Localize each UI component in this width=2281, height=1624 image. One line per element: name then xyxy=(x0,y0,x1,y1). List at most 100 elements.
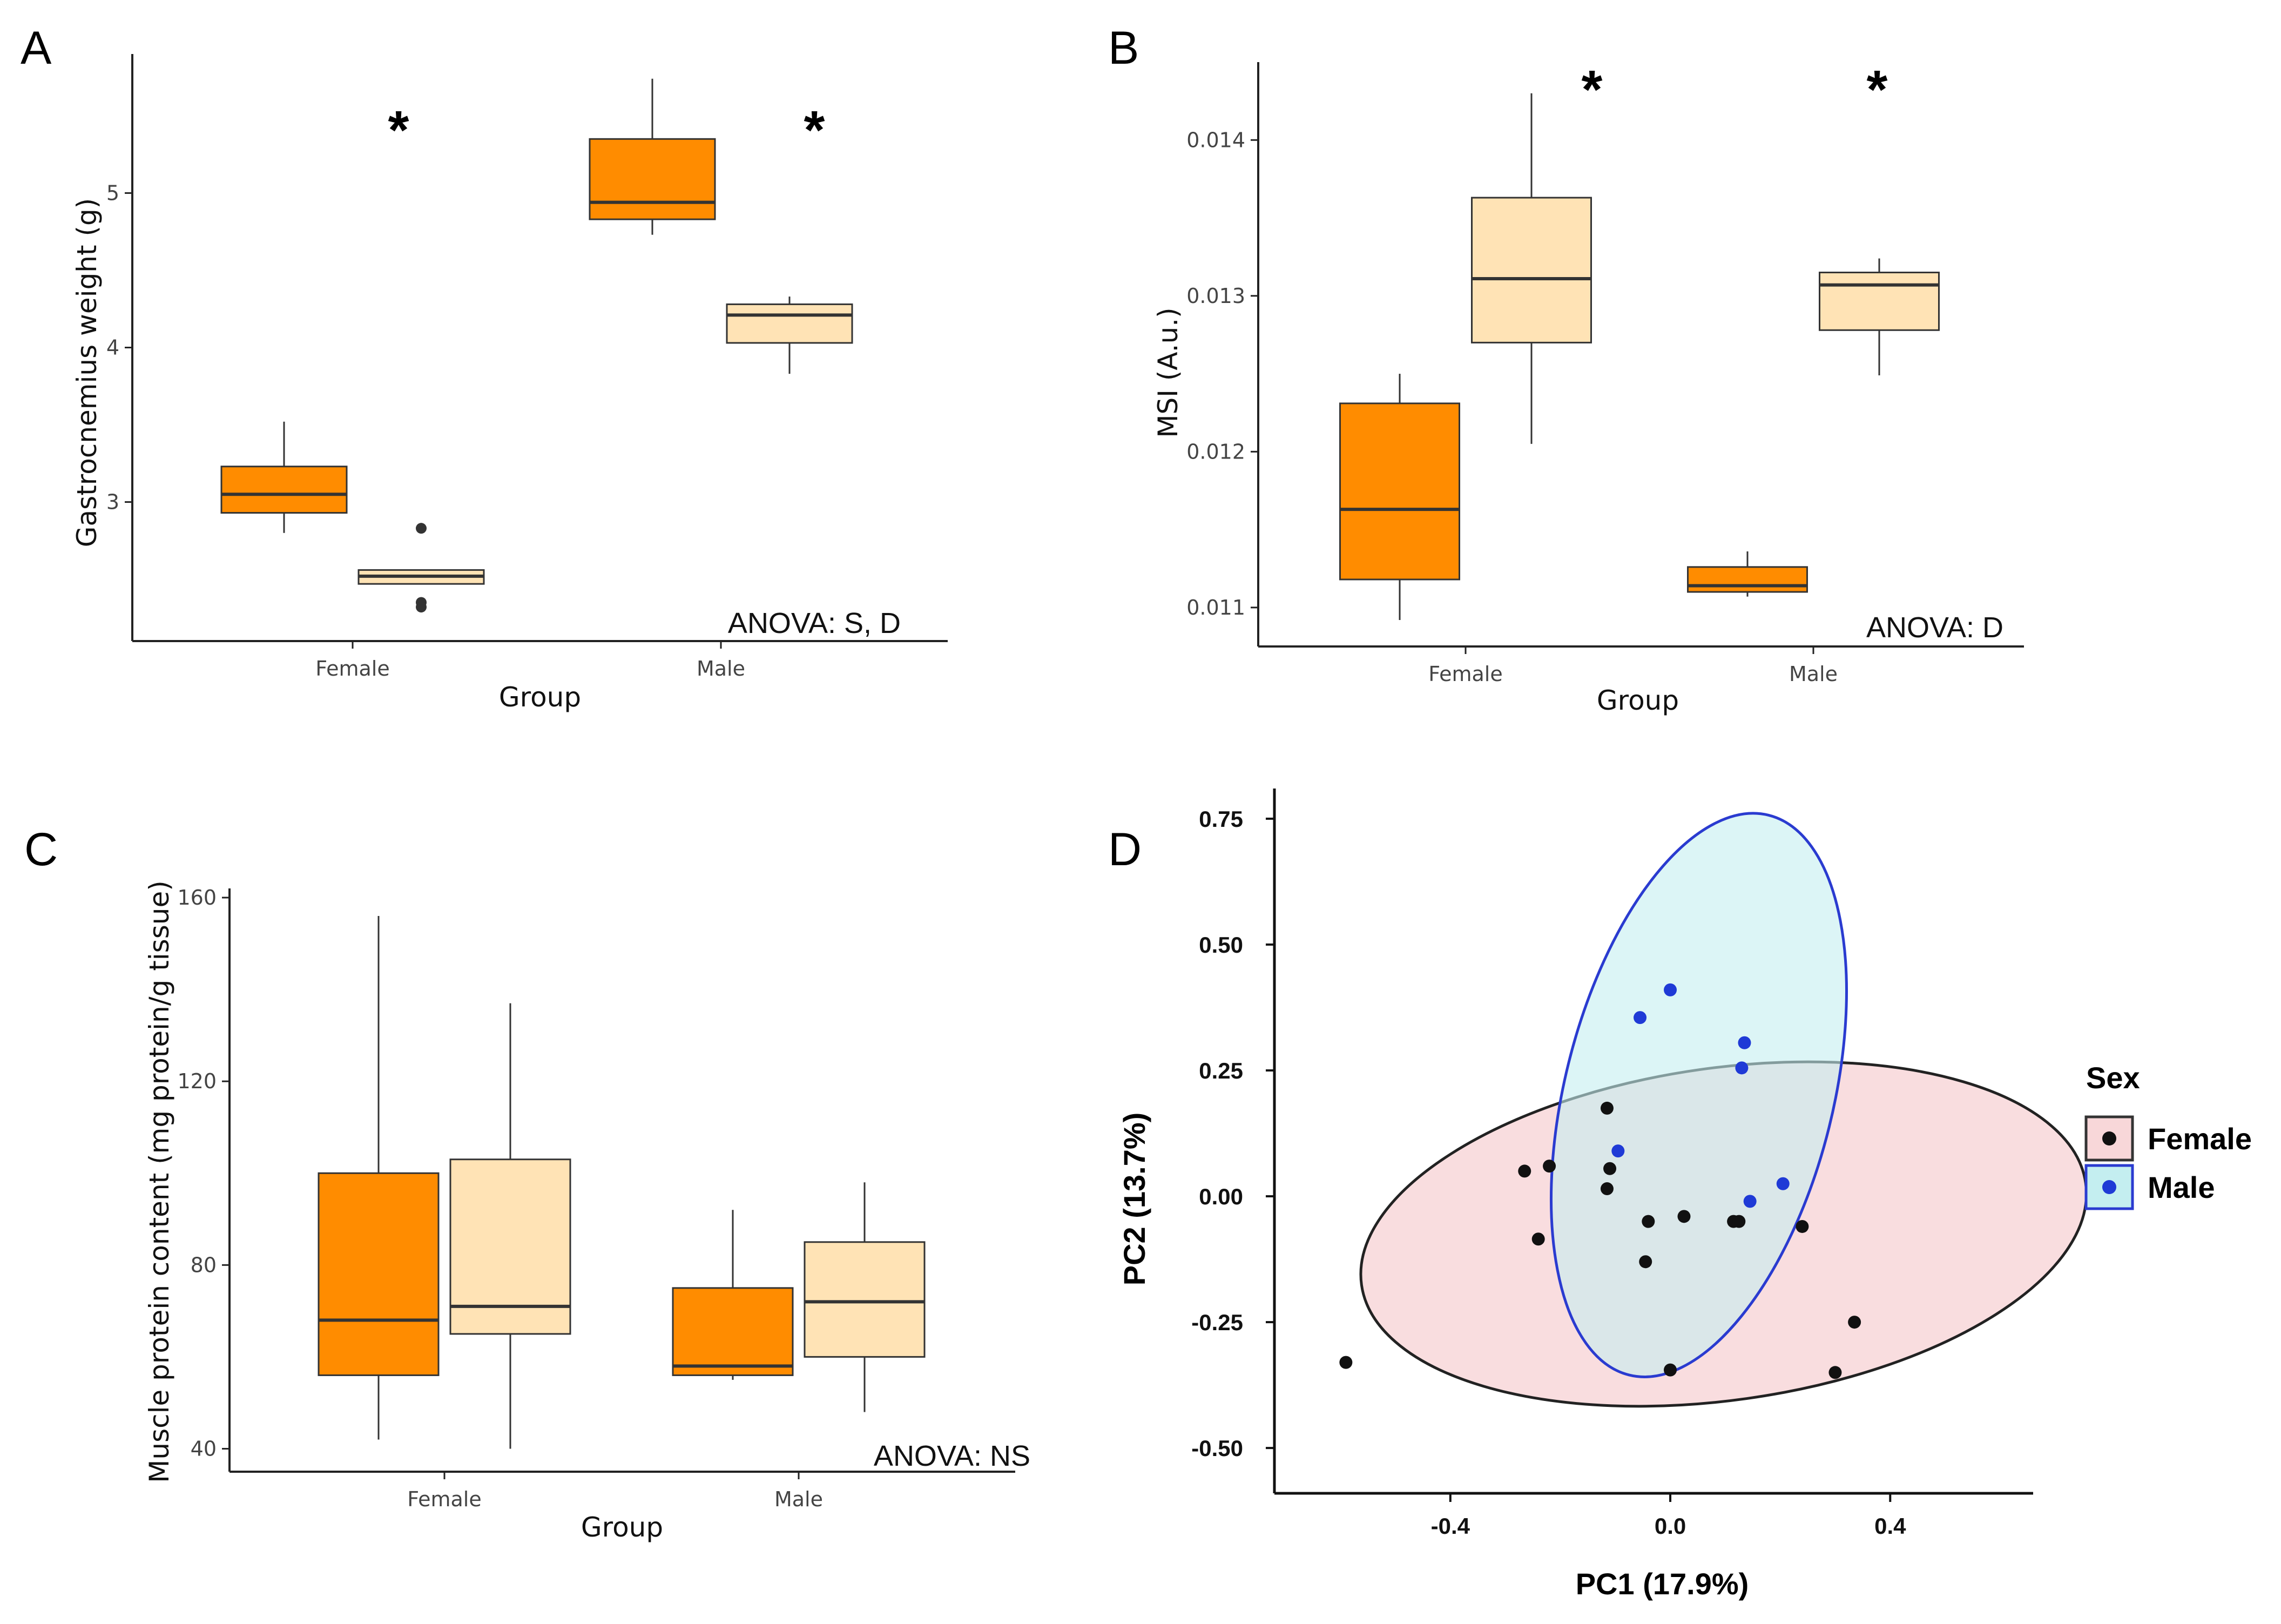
panel-b-plot: 0.011 0.012 0.013 0.014 Female Male xyxy=(1186,62,2024,686)
panel-b-sig-star-female: * xyxy=(1582,59,1603,120)
panel-d-plot: -0.50 -0.25 0.00 0.25 0.50 0.75 -0.4 0.0 0.4 xyxy=(1191,789,2088,1539)
panel-a-sig-star-male: * xyxy=(804,100,825,160)
panel-b-sig-star-male: * xyxy=(1867,59,1888,120)
panel-b-y-tick-label: 0.014 xyxy=(1186,128,1245,152)
point-female xyxy=(1732,1215,1746,1228)
point-male xyxy=(1664,983,1677,996)
panel-b: B 0.011 0.012 0.013 0.014 Female Male MSI (A.… xyxy=(1108,22,2024,716)
panel-c-y-tick-label: 80 xyxy=(191,1253,217,1277)
box-body xyxy=(318,1172,440,1376)
panel-c-box-male-dark xyxy=(672,1210,794,1380)
panel-b-y-tick-label: 0.012 xyxy=(1186,440,1245,463)
panel-a-anova-label: ANOVA: S, D xyxy=(728,607,901,639)
panel-c-box-male-light xyxy=(804,1182,926,1412)
box-body xyxy=(1471,197,1592,343)
panel-a-box-female-light xyxy=(357,523,485,613)
panel-b-box-male-light xyxy=(1819,258,1940,375)
panel-d-x-tick-label: 0.0 xyxy=(1655,1513,1686,1539)
legend-label-male: Male xyxy=(2148,1170,2215,1204)
panel-letter-c: C xyxy=(24,824,58,875)
panel-letter-b: B xyxy=(1108,22,1139,74)
point-female xyxy=(1664,1363,1677,1377)
panel-b-y-tick-label: 0.013 xyxy=(1186,284,1245,308)
legend-key-male-dot xyxy=(2102,1180,2116,1194)
panel-d-y-tick-label: 0.00 xyxy=(1199,1184,1243,1209)
panel-b-box-male-dark xyxy=(1687,551,1808,597)
panel-a-plot: 3 4 5 Female Male xyxy=(106,54,948,680)
panel-a: A 3 4 5 Female Male Gastrocnemius weight (g)… xyxy=(21,22,948,713)
panel-c-y-tick-label: 40 xyxy=(191,1437,217,1460)
panel-a-box-female-dark xyxy=(220,421,348,533)
panel-a-x-axis-title: Group xyxy=(499,682,581,713)
box-body xyxy=(1339,402,1460,581)
point-female xyxy=(1531,1232,1545,1246)
panel-letter-d: D xyxy=(1108,824,1142,875)
panel-a-y-axis-title: Gastrocnemius weight (g) xyxy=(71,198,103,547)
panel-b-x-tick-label: Male xyxy=(1789,662,1838,686)
point-female xyxy=(1339,1356,1353,1369)
panel-c-x-tick-label: Female xyxy=(407,1487,481,1511)
panel-d-y-tick-label: -0.50 xyxy=(1191,1436,1243,1461)
box-body xyxy=(1819,272,1940,331)
point-female xyxy=(1518,1164,1531,1178)
panel-c-plot: 40 80 120 160 Female Male xyxy=(177,886,1015,1511)
panel-c-anova-label: ANOVA: NS xyxy=(874,1440,1030,1472)
panel-d-x-tick-label: -0.4 xyxy=(1431,1513,1470,1539)
point-female xyxy=(1796,1219,1809,1233)
point-male xyxy=(1611,1144,1625,1158)
point-male xyxy=(1735,1061,1749,1075)
panel-b-y-tick-label: 0.011 xyxy=(1186,596,1245,619)
panel-a-y-tick-label: 4 xyxy=(106,336,119,360)
point-female xyxy=(1828,1366,1842,1379)
point-male xyxy=(1738,1036,1751,1049)
point-female xyxy=(1848,1316,1861,1329)
panel-d-x-axis-title: PC1 (17.9%) xyxy=(1576,1567,1749,1601)
panel-b-box-female-light xyxy=(1471,93,1592,444)
panel-c-y-tick-label: 160 xyxy=(177,886,217,909)
panel-a-box-male-light xyxy=(726,297,853,374)
outlier-point xyxy=(416,602,427,613)
legend-key-female-dot xyxy=(2102,1131,2116,1145)
panel-letter-a: A xyxy=(21,22,52,74)
point-female xyxy=(1600,1101,1614,1115)
legend-label-female: Female xyxy=(2148,1122,2252,1156)
point-female xyxy=(1677,1210,1691,1223)
panel-c-y-tick-label: 120 xyxy=(177,1069,217,1093)
panel-b-x-axis-title: Group xyxy=(1597,685,1679,716)
panel-b-anova-label: ANOVA: D xyxy=(1866,611,2003,644)
box-body xyxy=(220,466,348,514)
box-body xyxy=(589,138,716,220)
panel-a-y-tick-label: 5 xyxy=(106,181,119,205)
legend: Sex Female Male xyxy=(2084,1061,2252,1210)
panel-d-y-tick-label: 0.50 xyxy=(1199,932,1243,958)
panel-a-sig-star-female: * xyxy=(388,100,409,160)
point-male xyxy=(1743,1195,1757,1208)
panel-c-y-axis-title: Muscle protein content (mg protein/g tis… xyxy=(144,880,175,1483)
panel-b-y-axis-title: MSI (A.u.) xyxy=(1152,307,1184,437)
panel-a-x-tick-label: Male xyxy=(697,657,745,680)
panel-c-box-female-light xyxy=(449,1003,571,1449)
panel-d-y-tick-label: -0.25 xyxy=(1191,1310,1243,1335)
panel-b-x-tick-label: Female xyxy=(1428,662,1502,686)
panel-d: D -0.50 -0.25 0.00 0.25 0.50 0.75 -0.4 0.0 0.4 P… xyxy=(1108,789,2252,1601)
point-female xyxy=(1603,1162,1617,1175)
panel-b-box-female-dark xyxy=(1339,374,1460,620)
panel-a-box-male-dark xyxy=(589,78,716,235)
point-female xyxy=(1642,1215,1655,1228)
legend-title: Sex xyxy=(2086,1061,2140,1095)
panel-c-x-axis-title: Group xyxy=(581,1512,663,1543)
panel-c: C 40 80 120 160 Female Male Muscle protein co… xyxy=(24,824,1030,1543)
outlier-point xyxy=(416,523,427,534)
panel-a-y-tick-label: 3 xyxy=(106,490,119,514)
panel-d-y-tick-label: 0.75 xyxy=(1199,806,1243,832)
point-female xyxy=(1639,1255,1652,1269)
panel-c-box-female-dark xyxy=(318,916,440,1440)
panel-d-y-axis-title: PC2 (13.7%) xyxy=(1117,1113,1151,1286)
panel-c-x-tick-label: Male xyxy=(774,1487,823,1511)
ellipse-male xyxy=(1549,812,1848,1378)
point-female xyxy=(1600,1182,1614,1196)
box-body xyxy=(1687,566,1808,593)
box-body xyxy=(726,303,853,344)
box-body xyxy=(672,1287,794,1376)
